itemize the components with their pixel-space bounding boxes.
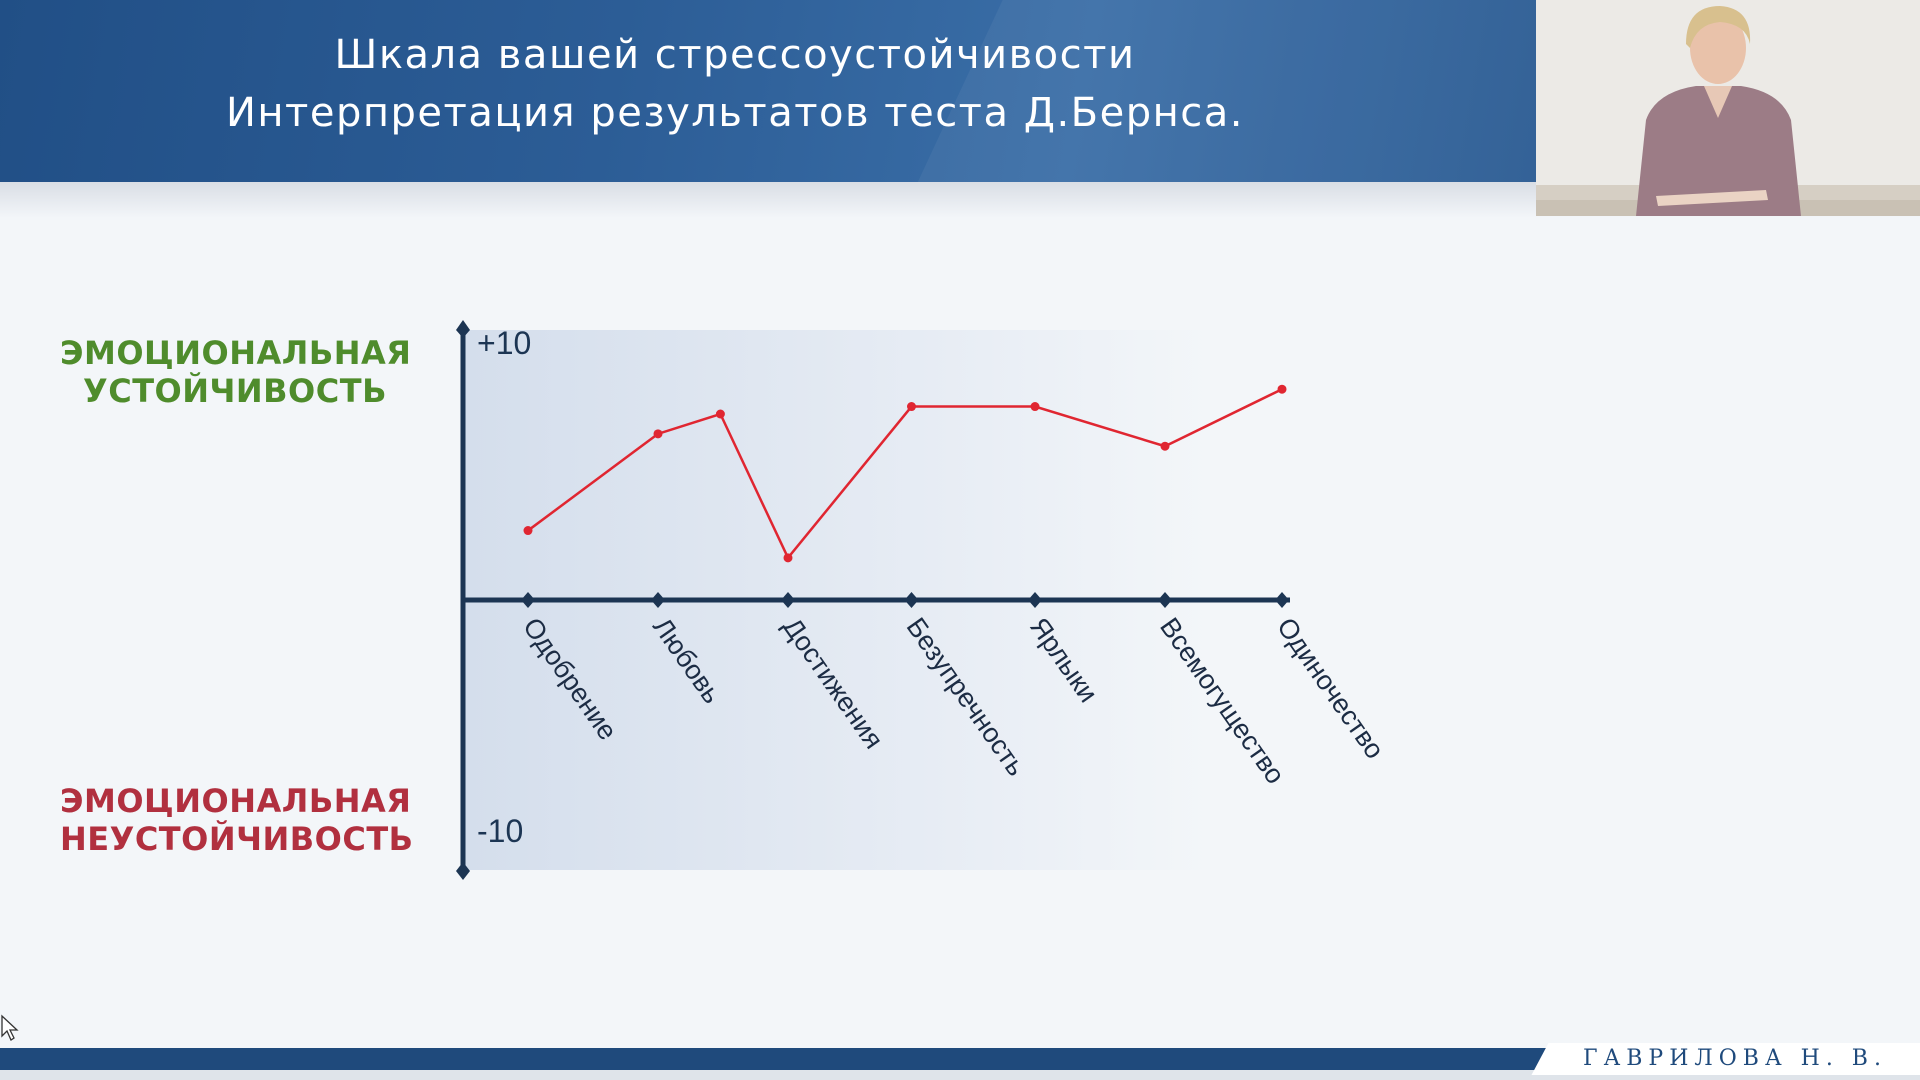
y-axis-bottom-marker [456,862,470,880]
data-point [653,429,663,439]
data-point [907,402,916,412]
presenter-silhouette [1536,0,1920,216]
y-axis-top-marker [456,320,470,338]
x-tick-marker [651,592,665,608]
label-instability-line-1: ЭМОЦИОНАЛЬНАЯ [60,782,412,820]
label-instability-line-2: НЕУСТОЙЧИВОСТЬ [60,820,414,858]
title-line-1: Шкала вашей стрессоустойчивости [334,32,1136,78]
slide-header: Шкала вашей стрессоустойчивости Интерпре… [0,0,1536,182]
x-tick-marker [1275,592,1289,608]
x-tick-label: Одиночество [1271,612,1390,764]
webcam-video [1536,0,1920,216]
slide-title: Шкала вашей стрессоустойчивости Интерпре… [0,26,1470,142]
label-emotional-instability: ЭМОЦИОНАЛЬНАЯ НЕУСТОЙЧИВОСТЬ [60,782,414,858]
data-point [783,553,793,563]
title-line-2: Интерпретация результатов теста Д.Бернса… [225,90,1244,136]
data-point [523,526,533,536]
data-point [715,409,725,419]
label-stability-line-2: УСТОЙЧИВОСТЬ [83,372,387,410]
y-tick-label-top: +10 [477,325,531,361]
footer-bottom-strip [0,1070,1920,1080]
x-tick-marker [521,592,535,608]
x-tick-marker [781,592,795,608]
author-name: ГАВРИЛОВА Н. В. [1583,1046,1887,1071]
data-point [1030,402,1040,412]
y-tick-label-bottom: -10 [477,813,523,849]
data-point [1277,384,1287,394]
x-tick-marker [904,592,919,608]
series-line [527,388,1283,561]
label-emotional-stability: ЭМОЦИОНАЛЬНАЯ УСТОЙЧИВОСТЬ [60,334,412,410]
mouse-cursor-icon [1,1014,19,1041]
label-stability-line-1: ЭМОЦИОНАЛЬНАЯ [60,334,412,372]
data-point [1160,441,1170,451]
footer-bar [0,1048,1920,1070]
x-tick-marker [1158,592,1172,608]
x-tick-marker [1028,592,1042,608]
